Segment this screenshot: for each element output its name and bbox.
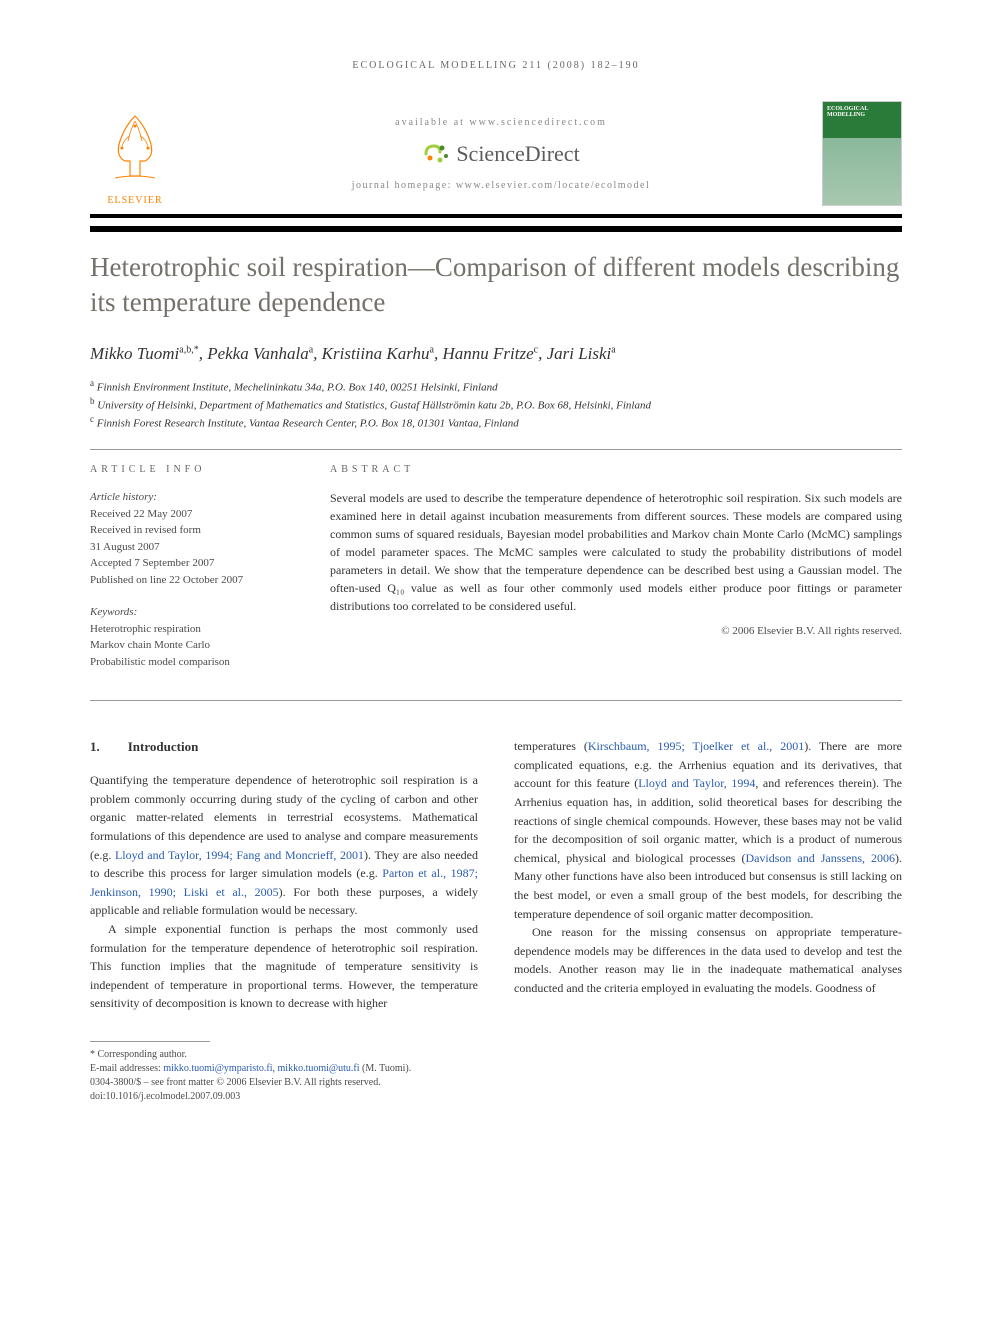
elsevier-logo: ELSEVIER — [90, 101, 180, 206]
keyword: Heterotrophic respiration — [90, 621, 290, 638]
history-label: Article history: — [90, 489, 290, 506]
journal-cover: ECOLOGICAL MODELLING — [822, 101, 902, 206]
ref-link[interactable]: Davidson and Janssens, 2006 — [745, 851, 895, 865]
article-info: ARTICLE INFO Article history: Received 2… — [90, 464, 290, 686]
sciencedirect-icon — [422, 140, 450, 168]
elsevier-tree-icon — [100, 106, 170, 191]
corresponding-author: * Corresponding author. — [90, 1048, 478, 1062]
info-rule-bottom — [90, 700, 902, 701]
author-name: Hannu Fritzec — [442, 344, 538, 363]
article-history: Article history: Received 22 May 2007Rec… — [90, 489, 290, 588]
affiliation: a Finnish Environment Institute, Mecheli… — [90, 378, 902, 394]
article-title: Heterotrophic soil respiration—Compariso… — [90, 250, 902, 320]
footnotes: * Corresponding author. E-mail addresses… — [90, 1048, 478, 1104]
author-name: Jari Liskia — [547, 344, 616, 363]
intro-para-3: One reason for the missing consensus on … — [514, 923, 902, 997]
keywords-label: Keywords: — [90, 604, 290, 621]
issn-line: 0304-3800/$ – see front matter © 2006 El… — [90, 1076, 478, 1090]
info-rule-top — [90, 449, 902, 450]
history-line: Accepted 7 September 2007 — [90, 555, 290, 572]
abstract-text: Several models are used to describe the … — [330, 489, 902, 615]
sciencedirect-logo[interactable]: ScienceDirect — [422, 140, 579, 168]
intro-para-1-cont: temperatures (Kirschbaum, 1995; Tjoelker… — [514, 737, 902, 923]
footnote-rule — [90, 1041, 210, 1042]
email-link[interactable]: mikko.tuomi@utu.fi — [278, 1063, 360, 1074]
affiliation: b University of Helsinki, Department of … — [90, 396, 902, 412]
affiliations-list: a Finnish Environment Institute, Mecheli… — [90, 378, 902, 429]
article-info-label: ARTICLE INFO — [90, 464, 290, 475]
copyright-text: © 2006 Elsevier B.V. All rights reserved… — [330, 625, 902, 637]
body-column-left: 1. Introduction Quantifying the temperatu… — [90, 737, 478, 1104]
journal-cover-title: ECOLOGICAL MODELLING — [827, 106, 901, 118]
banner-center: available at www.sciencedirect.com Scien… — [180, 101, 822, 206]
section-1-heading: 1. Introduction — [90, 737, 478, 757]
keywords-block: Keywords: Heterotrophic respirationMarko… — [90, 604, 290, 670]
history-line: Published on line 22 October 2007 — [90, 572, 290, 589]
history-line: 31 August 2007 — [90, 539, 290, 556]
history-line: Received 22 May 2007 — [90, 506, 290, 523]
section-1-title: Introduction — [128, 739, 199, 754]
intro-para-2: A simple exponential function is perhaps… — [90, 920, 478, 1013]
history-line: Received in revised form — [90, 522, 290, 539]
body-column-right: temperatures (Kirschbaum, 1995; Tjoelker… — [514, 737, 902, 1104]
ref-link[interactable]: Kirschbaum, 1995; Tjoelker et al., 2001 — [588, 739, 804, 753]
affiliation: c Finnish Forest Research Institute, Van… — [90, 414, 902, 430]
keyword: Markov chain Monte Carlo — [90, 637, 290, 654]
journal-banner: ELSEVIER available at www.sciencedirect.… — [90, 101, 902, 218]
authors-list: Mikko Tuomia,b,*, Pekka Vanhalaa, Kristi… — [90, 344, 902, 364]
article-page: ECOLOGICAL MODELLING 211 (2008) 182–190 … — [0, 0, 992, 1144]
ref-link[interactable]: Lloyd and Taylor, 1994 — [638, 776, 755, 790]
sciencedirect-text: ScienceDirect — [456, 141, 579, 167]
author-name: Kristiina Karhua — [322, 344, 434, 363]
keyword: Probabilistic model comparison — [90, 654, 290, 671]
ref-link[interactable]: Lloyd and Taylor, 1994; Fang and Moncrie… — [115, 848, 364, 862]
email-link[interactable]: mikko.tuomi@ymparisto.fi — [163, 1063, 272, 1074]
abstract-label: ABSTRACT — [330, 464, 902, 475]
elsevier-label: ELSEVIER — [107, 195, 162, 206]
title-rule — [90, 226, 902, 232]
available-at-text: available at www.sciencedirect.com — [395, 117, 607, 128]
intro-para-1: Quantifying the temperature dependence o… — [90, 771, 478, 920]
abstract: ABSTRACT Several models are used to desc… — [330, 464, 902, 686]
running-header: ECOLOGICAL MODELLING 211 (2008) 182–190 — [90, 60, 902, 71]
section-1-num: 1. — [90, 739, 100, 754]
author-name: Pekka Vanhalaa — [207, 344, 313, 363]
email-line: E-mail addresses: mikko.tuomi@ymparisto.… — [90, 1062, 478, 1076]
body-columns: 1. Introduction Quantifying the temperatu… — [90, 737, 902, 1104]
author-name: Mikko Tuomia,b,* — [90, 344, 199, 363]
doi-line: doi:10.1016/j.ecolmodel.2007.09.003 — [90, 1090, 478, 1104]
info-abstract-row: ARTICLE INFO Article history: Received 2… — [90, 464, 902, 686]
journal-homepage-text: journal homepage: www.elsevier.com/locat… — [352, 180, 651, 191]
